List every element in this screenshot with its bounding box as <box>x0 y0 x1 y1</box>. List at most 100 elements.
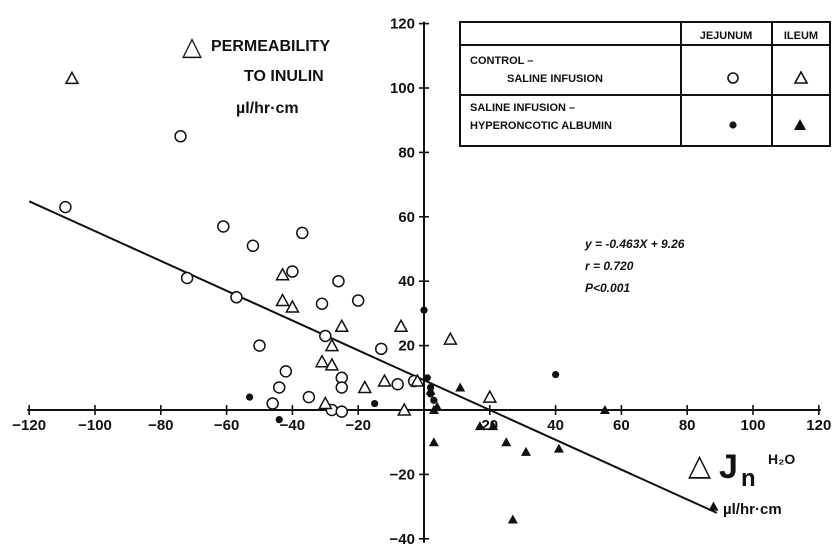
legend-marker-filled-circle <box>729 121 737 129</box>
y-tick-label: −40 <box>390 531 415 547</box>
y-tick-label: 40 <box>398 273 415 290</box>
data-point-filled-triangle <box>520 446 531 456</box>
data-point-open-circle <box>351 294 365 307</box>
legend-header-jejunum: JEJUNUM <box>700 30 753 42</box>
data-point-filled-circle <box>552 370 560 379</box>
regression-stats: y = -0.463X + 9.26 r = 0.720 P<0.001 <box>584 237 685 295</box>
data-point-open-circle <box>253 339 266 352</box>
data-point-open-triangle <box>275 267 290 281</box>
data-point-open-triangle <box>410 373 425 387</box>
data-point-open-circle <box>59 200 72 214</box>
y-title-line1: PERMEABILITY <box>211 38 330 55</box>
x-title-delta: △ <box>688 449 711 482</box>
x-tick-label: 40 <box>547 417 564 434</box>
data-point-open-triangle <box>443 331 458 345</box>
data-point-open-triangle <box>334 318 350 333</box>
data-point-filled-triangle <box>507 514 518 524</box>
data-point-filled-circle <box>420 306 428 314</box>
stats-p-value: P<0.001 <box>585 281 630 295</box>
data-point-open-triangle <box>377 373 392 387</box>
x-tick-label: −60 <box>214 417 239 434</box>
y-tick-label: 80 <box>398 144 415 161</box>
tick-marks: −120 −100 −80 −60 −40 −20 20 40 60 80 100 120 −40 −20… <box>12 16 831 547</box>
data-point-filled-circle <box>246 393 254 401</box>
data-point-open-circle <box>332 274 345 288</box>
stats-r-value: r = 0.720 <box>585 259 634 273</box>
data-point-filled-triangle <box>474 421 485 431</box>
data-point-filled-triangle <box>455 382 466 392</box>
data-point-filled-circle <box>423 374 431 382</box>
data-point-filled-triangle <box>488 421 499 431</box>
data-point-open-triangle <box>357 379 373 394</box>
data-point-filled-circle <box>430 396 438 404</box>
data-point-open-circle <box>391 377 404 391</box>
data-point-open-triangle <box>393 318 409 333</box>
x-title-superscript: H₂O <box>768 451 795 467</box>
data-point-filled-triangle <box>425 385 436 395</box>
data-point-filled-triangle <box>553 443 564 453</box>
data-point-open-triangle <box>64 70 80 85</box>
data-point-open-triangle <box>314 354 330 368</box>
data-point-filled-circle <box>371 399 379 408</box>
legend-header-ileum: ILEUM <box>784 30 818 42</box>
legend-frame <box>459 21 831 147</box>
regression-line <box>28 200 718 514</box>
y-tick-label: −20 <box>390 466 415 483</box>
data-point-open-triangle <box>324 357 340 371</box>
x-title-unit: µl/hr·cm <box>723 501 782 518</box>
legend-row2-line1: SALINE INFUSION – <box>470 102 575 114</box>
x-axis-title: △ J n H₂O µl/hr·cm <box>688 448 795 518</box>
x-tick-label: −20 <box>345 417 370 434</box>
data-point-open-circle <box>286 265 299 278</box>
data-point-filled-triangle <box>501 437 512 447</box>
x-tick-label: −80 <box>148 417 173 434</box>
y-title-unit: µl/hr·cm <box>236 100 299 117</box>
data-point-open-circle <box>279 365 293 378</box>
data-point-open-triangle <box>396 402 412 416</box>
data-point-open-circle <box>302 390 316 404</box>
x-tick-label: 120 <box>806 417 831 434</box>
data-point-open-circle <box>174 130 187 143</box>
legend-marker-open-circle <box>727 72 739 84</box>
regression-line-group <box>28 200 718 514</box>
data-point-filled-triangle <box>428 437 439 447</box>
data-point-open-triangle <box>275 292 290 307</box>
y-title-line2: TO INULIN <box>244 68 324 85</box>
legend-row1-line2: SALINE INFUSION <box>507 73 603 85</box>
data-point-open-triangle <box>482 389 498 403</box>
x-tick-label: 20 <box>481 417 498 434</box>
data-point-open-circle <box>246 239 260 253</box>
x-title-symbol: J <box>719 448 738 486</box>
data-point-open-circle <box>319 329 332 343</box>
data-point-open-triangle <box>318 395 333 410</box>
data-point-open-circle <box>230 291 243 304</box>
data-point-filled-circle <box>275 416 283 424</box>
data-point-open-circle <box>217 220 230 233</box>
data-point-open-circle <box>335 381 348 394</box>
x-tick-label: 100 <box>740 417 765 434</box>
data-point-open-circle <box>374 342 388 356</box>
data-point-open-circle <box>296 226 309 240</box>
legend-row2-line2: HYPERONCOTIC ALBUMIN <box>470 120 612 132</box>
data-point-open-circle <box>315 297 329 310</box>
data-point-open-triangle <box>285 299 300 313</box>
legend-row1-line1: CONTROL – <box>470 55 533 67</box>
data-point-open-circle <box>272 381 286 394</box>
data-point-filled-triangle <box>432 401 443 411</box>
y-tick-label: 20 <box>398 338 415 355</box>
y-title-delta: △ <box>182 31 202 61</box>
x-title-subscript: n <box>741 465 756 492</box>
data-point-open-circle <box>266 397 279 410</box>
x-tick-label: −40 <box>280 417 305 434</box>
legend: JEJUNUM ILEUM CONTROL – SALINE INFUSION … <box>459 21 831 147</box>
x-tick-label: −120 <box>12 417 46 434</box>
y-tick-label: 120 <box>390 16 415 33</box>
data-point-filled-triangle <box>708 501 719 511</box>
x-tick-label: 60 <box>613 417 630 434</box>
y-axis-title: △ PERMEABILITY TO INULIN µl/hr·cm <box>182 31 330 117</box>
x-tick-label: 80 <box>679 417 696 434</box>
data-point-open-circle <box>180 271 194 285</box>
data-point-filled-triangle <box>599 405 610 414</box>
x-tick-label: −100 <box>78 417 112 434</box>
